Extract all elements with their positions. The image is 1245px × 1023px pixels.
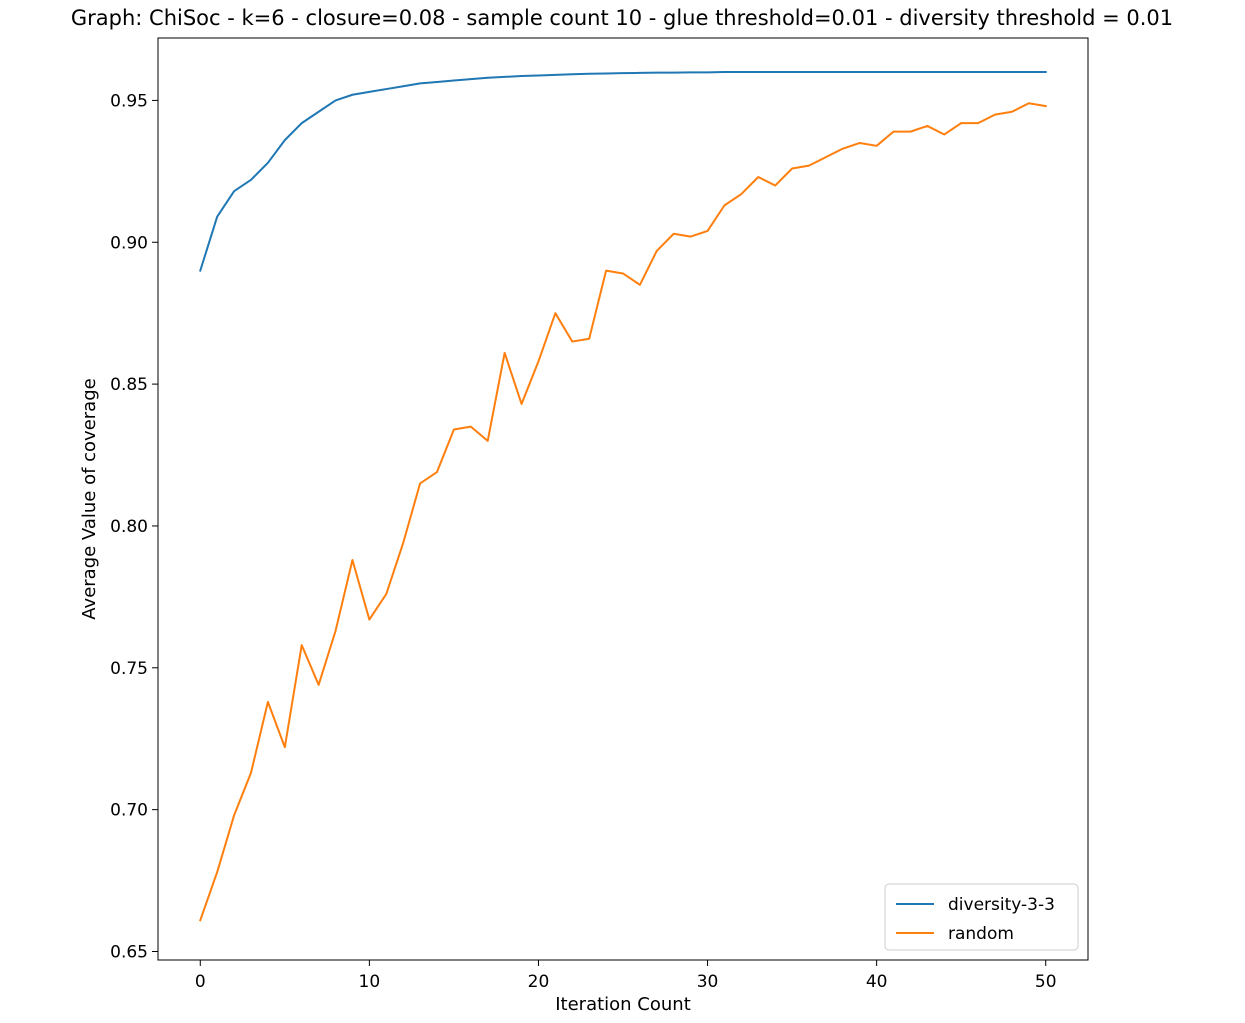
y-tick-label: 0.75 bbox=[110, 659, 148, 679]
x-tick-label: 40 bbox=[866, 972, 888, 992]
y-tick-label: 0.80 bbox=[110, 517, 148, 537]
chart-title: Graph: ChiSoc - k=6 - closure=0.08 - sam… bbox=[71, 6, 1173, 30]
legend: diversity-3-3 random bbox=[884, 883, 1079, 951]
x-axis-label: Iteration Count bbox=[555, 994, 691, 1015]
x-tick-label: 20 bbox=[528, 972, 550, 992]
y-axis-ticks: 0.65 0.70 0.75 0.80 0.85 0.90 0.95 bbox=[110, 91, 158, 962]
y-tick-label: 0.95 bbox=[110, 91, 148, 111]
y-tick-label: 0.85 bbox=[110, 375, 148, 395]
plot-area: 0 10 20 30 40 50 0.65 0.70 0.75 0.80 0.85 0.90 0.95 bbox=[110, 37, 1089, 992]
series-line-diversity-3-3 bbox=[199, 71, 1047, 272]
y-tick-label: 0.65 bbox=[110, 942, 148, 962]
x-tick-label: 50 bbox=[1035, 972, 1057, 992]
plot-frame bbox=[157, 37, 1089, 961]
y-tick-label: 0.70 bbox=[110, 801, 148, 821]
x-tick-label: 10 bbox=[359, 972, 381, 992]
y-axis-label: Average Value of coverage bbox=[79, 378, 100, 619]
legend-label-diversity-3-3: diversity-3-3 bbox=[948, 895, 1055, 915]
series-line-random bbox=[198, 102, 1047, 922]
series-layer bbox=[198, 71, 1047, 922]
x-axis-ticks: 0 10 20 30 40 50 bbox=[195, 960, 1057, 992]
legend-label-random: random bbox=[948, 924, 1014, 944]
x-tick-label: 30 bbox=[697, 972, 719, 992]
y-tick-label: 0.90 bbox=[110, 233, 148, 253]
x-tick-label: 0 bbox=[195, 972, 206, 992]
